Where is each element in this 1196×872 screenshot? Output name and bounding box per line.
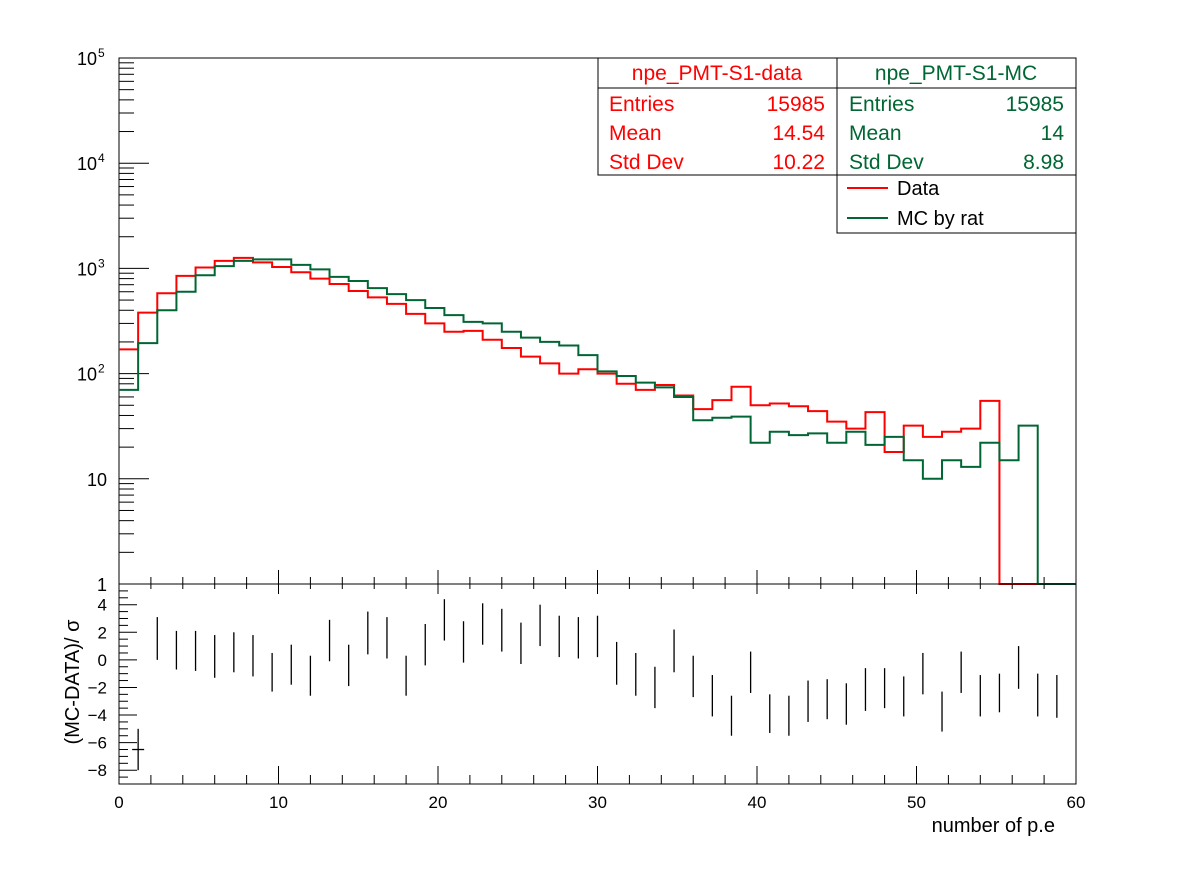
y-tick-label-exponent: 3: [98, 256, 105, 270]
y-tick-label-bottom: −2: [88, 678, 107, 697]
x-axis-title: number of p.e: [932, 815, 1055, 837]
histogram-mc-line: [119, 258, 1076, 585]
stats-box-data-mean-value: 14.54: [772, 122, 825, 145]
y-tick-label-bottom: 2: [98, 623, 107, 642]
y-axis-title-bottom: (MC-DATA)/ σ: [62, 619, 84, 745]
stats-box-data-stddev-value: 10.22: [772, 151, 825, 174]
top-panel-series: [119, 256, 1076, 585]
y-tick-label: 10: [87, 470, 107, 490]
histogram-data-line: [119, 256, 1076, 585]
y-tick-label-exponent: 2: [98, 362, 105, 376]
x-tick-label: 40: [748, 793, 767, 812]
stats-box-mc-title: npe_PMT-S1-MC: [875, 62, 1037, 85]
stats-box-mc-mean-label: Mean: [849, 122, 902, 145]
y-tick-label-bottom: −8: [88, 761, 107, 780]
stats-box-data-frame: [597, 57, 838, 176]
legend-label-mc: MC by rat: [897, 208, 984, 230]
y-tick-label-bottom: 4: [98, 596, 107, 615]
stats-box-mc-entries-label: Entries: [849, 93, 914, 116]
y-tick-label: 10: [77, 49, 97, 69]
stats-box-mc-stddev-value: 8.98: [1023, 151, 1064, 174]
y-tick-label: 10: [77, 154, 97, 174]
y-tick-label: 1: [97, 575, 107, 595]
stats-box-data-title: npe_PMT-S1-data: [632, 62, 803, 85]
stats-box-mc-frame: [836, 57, 1077, 176]
bottom-panel-error-bars: [132, 599, 1058, 771]
stats-box-data-mean-label: Mean: [609, 122, 662, 145]
x-tick-label: 0: [114, 793, 123, 812]
stats-box-data: npe_PMT-S1-data Entries 15985 Mean 14.54…: [597, 57, 838, 176]
stats-box-data-entries-value: 15985: [767, 93, 825, 116]
y-tick-label-exponent: 4: [98, 151, 105, 165]
x-tick-label: 30: [588, 793, 607, 812]
stats-box-mc-stddev-label: Std Dev: [849, 151, 924, 174]
stats-box-mc-entries-value: 15985: [1006, 93, 1064, 116]
x-tick-label: 20: [429, 793, 448, 812]
x-tick-label: 10: [269, 793, 288, 812]
x-tick-label: 50: [907, 793, 926, 812]
stats-box-mc-mean-value: 14: [1041, 122, 1065, 145]
bottom-panel-frame: [118, 583, 1077, 785]
legend: Data MC by rat: [836, 174, 1077, 234]
y-tick-label: 10: [77, 259, 97, 279]
y-tick-label-exponent: 5: [98, 46, 105, 60]
stats-box-data-entries-label: Entries: [609, 93, 674, 116]
y-tick-label-bottom: −4: [88, 706, 107, 725]
stats-box-mc: npe_PMT-S1-MC Entries 15985 Mean 14 Std …: [836, 57, 1077, 176]
stats-box-data-stddev-label: Std Dev: [609, 151, 684, 174]
legend-label-data: Data: [897, 178, 940, 200]
y-tick-label-bottom: −6: [88, 734, 107, 753]
x-tick-label: 60: [1067, 793, 1086, 812]
y-tick-label: 10: [77, 365, 97, 385]
y-tick-label-bottom: 0: [98, 651, 107, 670]
legend-frame: [836, 174, 1077, 234]
